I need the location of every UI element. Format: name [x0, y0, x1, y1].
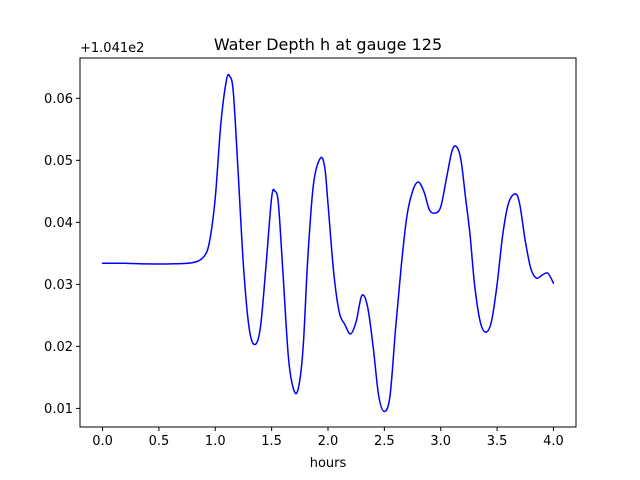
x-tick-label: 3.5 — [487, 434, 508, 449]
y-tick-label: 0.03 — [44, 278, 73, 293]
y-axis-offset-text: +1.041e2 — [80, 41, 144, 56]
y-tick-label: 0.01 — [44, 402, 73, 417]
x-tick-label: 2.5 — [374, 434, 395, 449]
x-tick-label: 2.0 — [318, 434, 339, 449]
x-tick-label: 3.0 — [430, 434, 451, 449]
series-line-0 — [101, 73, 555, 413]
y-tick-label: 0.02 — [44, 340, 73, 355]
x-axis-ticks: 0.0 0.5 1.0 1.5 2.0 2.5 3.0 3.5 4.0 — [92, 427, 564, 449]
x-tick-label: 1.5 — [261, 434, 282, 449]
y-tick-label: 0.06 — [44, 92, 73, 107]
x-axis-label: hours — [310, 456, 347, 471]
y-tick-label: 0.04 — [44, 216, 73, 231]
y-tick-label: 0.05 — [44, 154, 73, 169]
chart-title: Water Depth h at gauge 125 — [214, 35, 442, 54]
x-tick-label: 4.0 — [543, 434, 564, 449]
y-axis-ticks: 0.01 0.02 0.03 0.04 0.05 0.06 — [44, 92, 80, 417]
x-tick-label: 0.0 — [92, 434, 113, 449]
plot-lines-group — [101, 73, 555, 413]
x-tick-label: 1.0 — [205, 434, 226, 449]
x-tick-label: 0.5 — [149, 434, 170, 449]
